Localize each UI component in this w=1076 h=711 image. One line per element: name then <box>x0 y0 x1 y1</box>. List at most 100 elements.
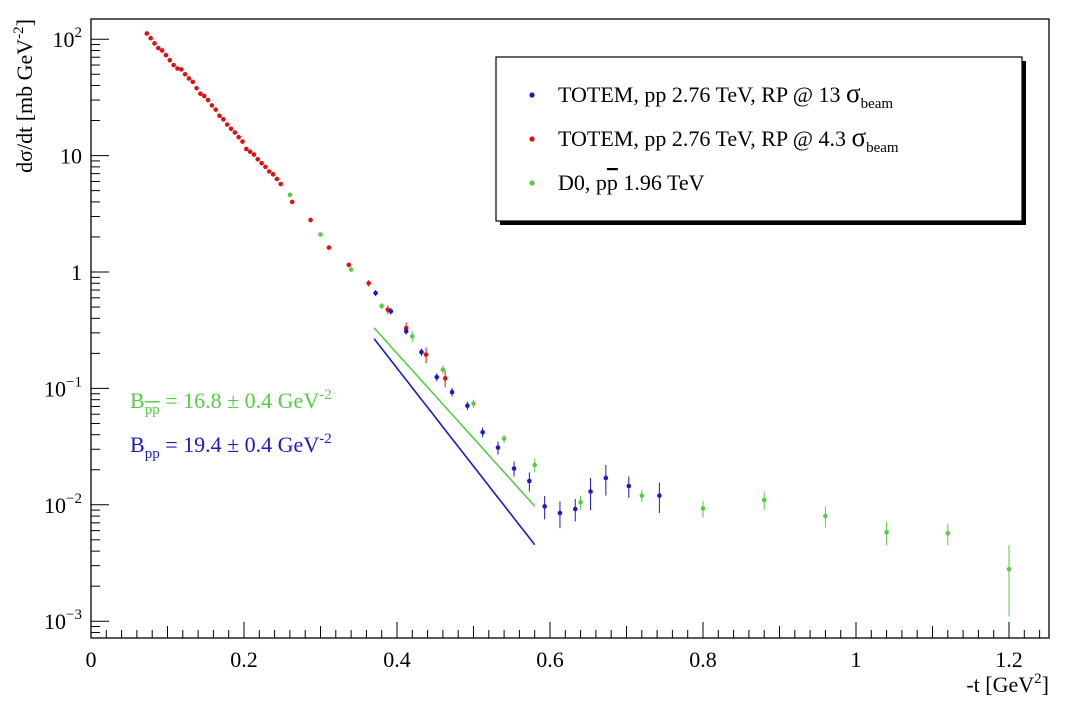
legend-marker-totem43 <box>529 136 535 142</box>
legend-marker-totem13 <box>529 92 535 98</box>
data-point-totem13 <box>557 510 563 516</box>
legend-marker-d0 <box>529 180 535 186</box>
data-point-totem43 <box>247 149 253 155</box>
y-tick-label: 10−1 <box>44 374 82 401</box>
data-point-totem43 <box>326 245 332 250</box>
data-point-totem43 <box>442 376 448 381</box>
data-point-totem43 <box>152 41 157 46</box>
data-point-totem43 <box>209 103 215 108</box>
legend-label-totem13: TOTEM, pp 2.76 TeV, RP @ 13 σbeam <box>558 78 893 112</box>
data-point-totem43 <box>266 169 272 174</box>
data-point-totem43 <box>167 57 173 63</box>
data-point-totem43 <box>228 126 234 132</box>
data-point-d0 <box>823 513 828 519</box>
data-point-totem43 <box>190 79 196 85</box>
legend-entry-totem13: TOTEM, pp 2.76 TeV, RP @ 13 σbeam <box>529 78 893 112</box>
x-axis-title: -t [GeV2] <box>966 671 1049 697</box>
legend-label-d0: D0, pp 1.96 TeV <box>558 170 705 195</box>
data-point-totem43 <box>201 93 207 99</box>
data-point-totem43 <box>243 146 249 152</box>
x-tick-label: 0.2 <box>230 647 258 672</box>
data-point-totem43 <box>159 48 165 53</box>
x-tick-label: 1.2 <box>995 647 1023 672</box>
data-point-totem43 <box>278 181 284 187</box>
data-point-totem43 <box>289 199 295 205</box>
data-point-totem13 <box>495 445 501 450</box>
x-tick-label: 0 <box>86 647 97 672</box>
data-point-d0 <box>945 530 951 536</box>
y-tick-label: 10−3 <box>44 607 82 634</box>
data-point-totem13 <box>603 475 609 481</box>
legend-label-totem43: TOTEM, pp 2.76 TeV, RP @ 4.3 σbeam <box>558 122 899 156</box>
data-point-d0 <box>287 192 293 198</box>
data-point-totem43 <box>175 66 180 71</box>
data-point-totem43 <box>346 262 352 268</box>
data-point-totem43 <box>178 67 184 72</box>
y-tick-label: 102 <box>53 25 83 52</box>
data-point-totem43 <box>308 217 313 223</box>
y-axis-title: dσ/dt [mb GeV-2] <box>11 19 37 173</box>
data-point-d0 <box>884 530 889 535</box>
data-point-d0 <box>410 334 415 339</box>
data-point-totem13 <box>373 290 378 296</box>
data-point-totem43 <box>182 71 188 77</box>
x-tick-label: 0.6 <box>536 647 564 672</box>
data-point-totem43 <box>186 76 192 81</box>
y-tick-label: 10 <box>60 144 82 169</box>
data-point-totem13 <box>449 389 455 395</box>
data-point-totem43 <box>156 45 161 51</box>
data-point-totem13 <box>657 493 662 498</box>
data-point-totem43 <box>259 160 264 166</box>
data-point-totem43 <box>240 139 245 144</box>
data-point-totem43 <box>205 97 211 103</box>
data-point-totem43 <box>270 172 276 177</box>
data-point-totem43 <box>171 62 176 68</box>
data-point-d0 <box>578 500 583 505</box>
legend-entry-d0: D0, pp 1.96 TeV <box>529 170 705 195</box>
x-tick-label: 0.4 <box>383 647 411 672</box>
data-point-totem13 <box>511 466 517 471</box>
data-point-totem43 <box>366 280 371 286</box>
data-point-d0 <box>532 462 537 468</box>
data-point-totem13 <box>388 308 394 314</box>
y-tick-label: 1 <box>71 260 82 285</box>
slope-annotation-ppbar: Bpp = 16.8 ± 0.4 GeV-2 <box>130 387 332 418</box>
y-tick-label: 10−2 <box>44 491 82 518</box>
data-point-d0 <box>1006 566 1012 572</box>
data-point-totem43 <box>194 85 199 91</box>
data-point-d0 <box>700 506 706 511</box>
fit-line-totem13 <box>373 338 536 546</box>
data-point-totem43 <box>263 164 268 170</box>
data-point-d0 <box>379 303 385 309</box>
data-point-totem43 <box>198 91 203 97</box>
plot-frame <box>90 18 1050 639</box>
data-point-totem43 <box>224 122 230 127</box>
data-point-totem13 <box>527 478 532 484</box>
y-axis: 102 10 1 10−1 10−2 10−3 <box>44 25 109 634</box>
data-point-totem13 <box>588 489 593 494</box>
data-points <box>144 31 1012 617</box>
data-point-totem43 <box>148 35 153 41</box>
data-point-d0 <box>501 436 507 441</box>
data-point-totem43 <box>163 52 169 58</box>
data-point-totem13 <box>542 504 547 509</box>
data-point-totem43 <box>423 352 429 357</box>
data-point-totem13 <box>626 483 632 489</box>
legend: TOTEM, pp 2.76 TeV, RP @ 13 σbeam TOTEM,… <box>495 56 1026 225</box>
data-point-totem13 <box>419 349 424 355</box>
data-point-d0 <box>639 493 645 498</box>
x-tick-label: 0.8 <box>689 647 717 672</box>
data-point-totem43 <box>213 107 218 112</box>
data-point-totem43 <box>236 134 241 140</box>
data-point-totem13 <box>465 403 470 409</box>
data-point-totem43 <box>221 117 226 122</box>
slope-annotation-pp: Bpp = 19.4 ± 0.4 GeV-2 <box>130 431 332 462</box>
data-point-totem43 <box>232 130 238 135</box>
x-tick-label: 1 <box>851 647 862 672</box>
legend-box <box>495 56 1023 222</box>
fit-lines <box>373 327 536 546</box>
data-point-totem43 <box>255 156 261 162</box>
data-point-totem13 <box>403 328 409 334</box>
data-point-totem13 <box>480 429 485 435</box>
